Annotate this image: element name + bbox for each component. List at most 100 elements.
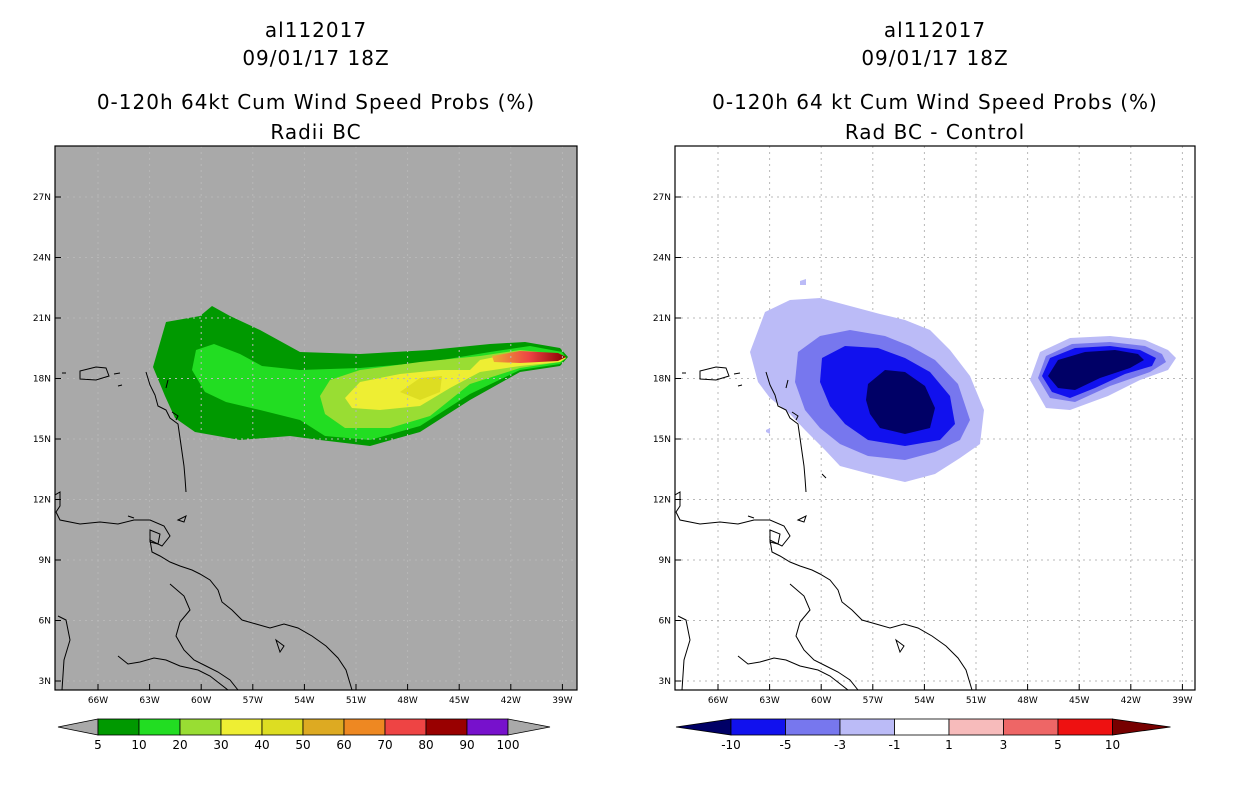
left-lon-label: 57W — [243, 696, 263, 706]
right-colorbar-box — [839, 718, 895, 736]
right-lon-label: 66W — [708, 696, 728, 706]
right-lon-label: 51W — [966, 696, 986, 706]
left-lon-label: 51W — [346, 696, 366, 706]
left-colorbar-label: 40 — [254, 738, 269, 752]
left-colorbar-label: 50 — [295, 738, 310, 752]
right-colorbar-label: -1 — [889, 738, 901, 752]
right-colorbar: -10 -5 -3 -1 1 3 5 10 — [675, 718, 1171, 752]
left-map: 27N 24N 21N 18N 15N 12N 9N 6N 3N 66W 63W 60W 57W 54W… — [33, 145, 578, 752]
right-venezuela-coast — [675, 491, 973, 690]
left-prob-40 — [400, 376, 442, 400]
left-lon-label: 39W — [552, 696, 572, 706]
right-colorbar-box — [785, 718, 841, 736]
left-subtitle: Radii BC — [270, 120, 362, 144]
left-lesser-antilles — [145, 371, 187, 493]
left-lat-label: 27N — [33, 193, 51, 203]
left-colorbar-label: 60 — [336, 738, 351, 752]
right-lon-label: 54W — [914, 696, 934, 706]
left-colorbar-box — [343, 718, 386, 736]
left-colorbar-box — [97, 718, 140, 736]
right-lat-label: 24N — [653, 254, 671, 264]
left-lat-label: 21N — [33, 314, 51, 324]
right-lat-label: 21N — [653, 314, 671, 324]
right-subtitle: Rad BC - Control — [844, 120, 1026, 144]
right-lon-label: 57W — [863, 696, 883, 706]
left-lon-label: 48W — [397, 696, 417, 706]
left-guyana-border — [169, 583, 239, 690]
left-colorbar-box — [179, 718, 222, 736]
right-lon-axis: 66W 63W 60W 57W 54W 51W 48W 45W 42W 39W — [708, 684, 1193, 706]
right-lat-label: 18N — [653, 375, 671, 385]
left-colorbar-label: 70 — [377, 738, 392, 752]
left-colorbar-label: 30 — [213, 738, 228, 752]
right-lat-label: 27N — [653, 193, 671, 203]
left-lon-label: 45W — [449, 696, 469, 706]
left-colorbar-label: 5 — [94, 738, 102, 752]
left-colorbar-box — [138, 718, 181, 736]
right-datetime: 09/01/17 18Z — [861, 46, 1009, 70]
left-colorbar-box — [466, 718, 509, 736]
right-lat-label: 6N — [659, 617, 671, 627]
left-lat-label: 24N — [33, 254, 51, 264]
right-colorbar-box — [1003, 718, 1059, 736]
right-colorbar-box — [730, 718, 786, 736]
left-product-title: 0-120h 64kt Cum Wind Speed Probs (%) — [96, 90, 536, 114]
right-colorbar-label: 3 — [1000, 738, 1008, 752]
left-colorbar-box — [384, 718, 427, 736]
left-coastlines — [55, 366, 353, 690]
left-venezuela-coast — [55, 491, 353, 690]
left-gridlines — [55, 146, 577, 690]
left-lat-label: 3N — [39, 677, 51, 687]
left-prob-30 — [345, 352, 566, 410]
left-colorbar-label: 90 — [459, 738, 474, 752]
left-brazil-border — [57, 615, 285, 690]
right-colorbar-box — [1057, 718, 1113, 736]
right-colorbar-label: 1 — [945, 738, 953, 752]
right-lon-label: 42W — [1121, 696, 1141, 706]
right-lat-label: 3N — [659, 677, 671, 687]
right-lon-label: 45W — [1069, 696, 1089, 706]
right-map: 27N 24N 21N 18N 15N 12N 9N 6N 3N 66W 63W 60W 57W 54W… — [653, 145, 1196, 752]
right-lon-label: 48W — [1017, 696, 1037, 706]
right-product-title: 0-120h 64 kt Cum Wind Speed Probs (%) — [712, 90, 1158, 114]
right-colorbar-label: 10 — [1105, 738, 1120, 752]
right-puerto-rico — [699, 366, 730, 381]
left-lat-label: 6N — [39, 617, 51, 627]
left-lat-label: 9N — [39, 556, 51, 566]
right-colorbar-low-arrow — [675, 718, 732, 736]
left-colorbar-box — [261, 718, 304, 736]
left-lat-label: 12N — [33, 496, 51, 506]
right-lat-label: 12N — [653, 496, 671, 506]
right-difference-field — [750, 279, 1176, 482]
right-storm-id: al112017 — [883, 18, 987, 42]
left-storm-id: al112017 — [264, 18, 368, 42]
right-lon-label: 63W — [759, 696, 779, 706]
left-puerto-rico — [79, 366, 110, 381]
left-colorbar-box — [425, 718, 468, 736]
left-lon-label: 63W — [139, 696, 159, 706]
left-virgin-islands — [62, 372, 123, 387]
right-colorbar-box — [948, 718, 1004, 736]
left-colorbar: 5 10 20 30 40 50 60 70 80 90 100 — [57, 718, 551, 752]
right-diff-east-minus10 — [1048, 350, 1144, 390]
right-lat-axis: 27N 24N 21N 18N 15N 12N 9N 6N 3N — [653, 193, 681, 687]
left-lat-label: 15N — [33, 435, 51, 445]
left-colorbar-box — [220, 718, 263, 736]
left-lon-label: 54W — [294, 696, 314, 706]
left-lon-label: 66W — [88, 696, 108, 706]
right-brazil-border — [677, 615, 905, 690]
left-colorbar-label: 100 — [497, 738, 520, 752]
right-colorbar-label: -5 — [780, 738, 792, 752]
left-prob-core — [492, 351, 566, 363]
right-lesser-antilles — [765, 371, 827, 493]
left-colorbar-low-arrow — [57, 718, 99, 736]
right-trinidad — [747, 515, 807, 545]
left-lon-label: 60W — [191, 696, 211, 706]
left-colorbar-box — [302, 718, 345, 736]
right-colorbar-label: -3 — [834, 738, 846, 752]
left-colorbar-label: 80 — [418, 738, 433, 752]
left-lon-label: 42W — [501, 696, 521, 706]
left-colorbar-label: 10 — [131, 738, 146, 752]
left-colorbar-label: 20 — [172, 738, 187, 752]
left-colorbar-high-arrow — [507, 718, 551, 736]
